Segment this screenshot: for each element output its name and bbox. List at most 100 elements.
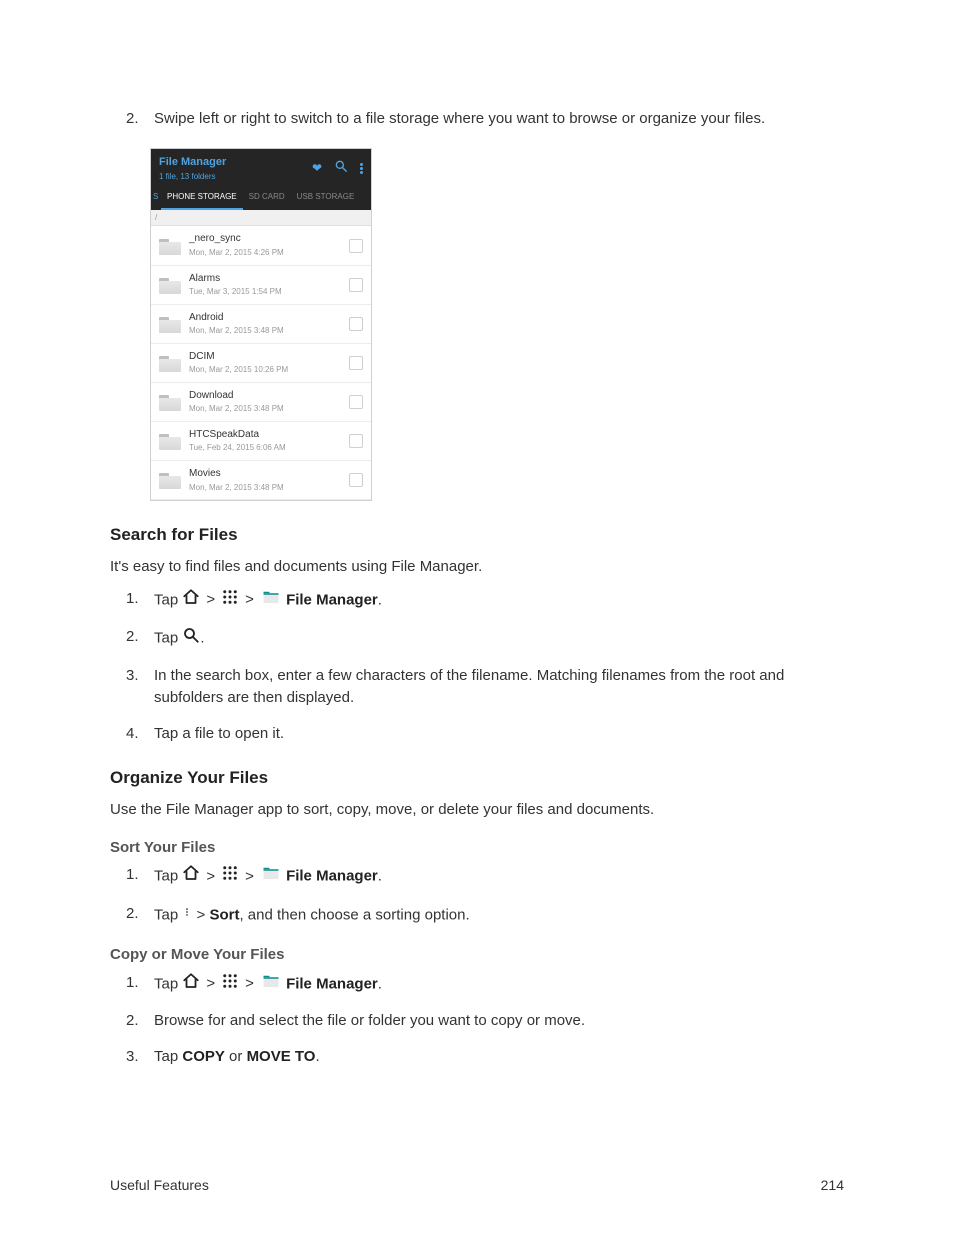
chevron: > [245,973,254,995]
tab-phone-storage[interactable]: PHONE STORAGE [161,186,243,210]
heading-organize: Organize Your Files [110,766,844,791]
screenshot-breadcrumb: / [151,210,371,227]
folder-icon [159,393,181,411]
step-bold: Sort [209,907,239,924]
step-label: File Manager [286,591,378,608]
step-number: 3. [126,1046,139,1068]
checkbox[interactable] [349,356,363,370]
step-text: In the search box, enter a few character… [154,667,784,706]
screenshot-subtitle: 1 file, 13 folders [159,171,312,183]
row-name: Android [189,311,341,326]
folder-icon [260,588,282,613]
sort-step-2: 2. Tap > Sort, and then choose a sorting… [134,903,844,928]
tab-stub[interactable]: S [151,186,161,210]
checkbox[interactable] [349,239,363,253]
step-bold-2: MOVE TO [247,1048,316,1065]
folder-icon [260,864,282,889]
step-text: Tap a file to open it. [154,725,284,742]
screenshot-tabs: S PHONE STORAGE SD CARD USB STORAGE [151,186,371,210]
row-text: DCIMMon, Mar 2, 2015 10:26 PM [189,350,341,376]
footer-right: 214 [821,1175,844,1195]
checkbox[interactable] [349,278,363,292]
screenshot-header-icons: ❤ [312,158,363,180]
chevron: > [245,866,254,888]
tab-usb-storage[interactable]: USB STORAGE [291,186,361,210]
step-post: . [378,975,382,992]
chevron: > [245,589,254,611]
row-name: DCIM [189,350,341,365]
row-date: Mon, Mar 2, 2015 3:48 PM [189,325,341,337]
list-item[interactable]: DownloadMon, Mar 2, 2015 3:48 PM [151,383,371,422]
step-number: 2. [126,108,139,130]
step-post: . [200,630,204,647]
checkbox[interactable] [349,395,363,409]
heart-icon[interactable]: ❤ [312,160,322,177]
more-icon [182,903,192,928]
top-step-2: 2. Swipe left or right to switch to a fi… [134,108,844,130]
row-name: Alarms [189,272,341,287]
list-item[interactable]: _nero_syncMon, Mar 2, 2015 4:26 PM [151,226,371,265]
steps-copy: 1. Tap > > File Manager. 2. Browse for a… [110,972,844,1068]
screenshot-list: _nero_syncMon, Mar 2, 2015 4:26 PM Alarms… [151,226,371,500]
step-pre: Tap [154,975,178,992]
step-pre: Tap [154,1048,182,1065]
search-step-2: 2. Tap . [134,626,844,651]
list-item[interactable]: MoviesMon, Mar 2, 2015 3:48 PM [151,461,371,500]
copy-step-3: 3. Tap COPY or MOVE TO. [134,1046,844,1068]
step-pre: Tap [154,907,178,924]
more-icon[interactable] [360,163,363,174]
row-date: Mon, Mar 2, 2015 4:26 PM [189,247,341,259]
list-item[interactable]: AndroidMon, Mar 2, 2015 3:48 PM [151,305,371,344]
checkbox[interactable] [349,473,363,487]
lead-search: It's easy to find files and documents us… [110,556,844,578]
home-icon [182,588,200,613]
row-text: AlarmsTue, Mar 3, 2015 1:54 PM [189,272,341,298]
chevron: > [206,589,215,611]
folder-icon [159,276,181,294]
row-text: AndroidMon, Mar 2, 2015 3:48 PM [189,311,341,337]
screenshot-header-left: File Manager 1 file, 13 folders [159,155,312,183]
screenshot-title: File Manager [159,155,312,171]
home-icon [182,972,200,997]
copy-step-2: 2. Browse for and select the file or fol… [134,1010,844,1032]
checkbox[interactable] [349,434,363,448]
list-item[interactable]: AlarmsTue, Mar 3, 2015 1:54 PM [151,266,371,305]
search-icon [182,626,200,651]
nav-icons: > > [182,972,282,997]
page: 2. Swipe left or right to switch to a fi… [0,0,954,1235]
steps-sort: 1. Tap > > File Manager. 2. Tap > Sort, … [110,864,844,928]
step-number: 2. [126,903,139,925]
step-text: Swipe left or right to switch to a file … [154,110,765,127]
lead-organize: Use the File Manager app to sort, copy, … [110,799,844,821]
search-step-3: 3. In the search box, enter a few charac… [134,665,844,709]
home-icon [182,864,200,889]
folder-icon [159,237,181,255]
steps-search: 1. Tap > > File Manager. 2. Tap . 3. In … [110,588,844,745]
nav-icons: > > [182,588,282,613]
row-name: HTCSpeakData [189,428,341,443]
list-item[interactable]: DCIMMon, Mar 2, 2015 10:26 PM [151,344,371,383]
checkbox[interactable] [349,317,363,331]
row-date: Mon, Mar 2, 2015 3:48 PM [189,403,341,415]
step-bold-1: COPY [182,1048,225,1065]
step-number: 4. [126,723,139,745]
heading-search: Search for Files [110,523,844,548]
row-name: Movies [189,467,341,482]
row-name: _nero_sync [189,232,341,247]
folder-icon [159,315,181,333]
folder-icon [159,471,181,489]
step-post: . [315,1048,319,1065]
search-icon[interactable] [334,158,348,180]
tab-sd-card[interactable]: SD CARD [243,186,291,210]
row-date: Mon, Mar 2, 2015 10:26 PM [189,364,341,376]
apps-icon [221,588,239,613]
chevron: > [206,866,215,888]
folder-icon [159,354,181,372]
row-name: Download [189,389,341,404]
apps-icon [221,864,239,889]
step-number: 2. [126,626,139,648]
row-date: Tue, Feb 24, 2015 6:06 AM [189,442,341,454]
list-item[interactable]: HTCSpeakDataTue, Feb 24, 2015 6:06 AM [151,422,371,461]
step-pre: Tap [154,630,178,647]
folder-icon [159,432,181,450]
